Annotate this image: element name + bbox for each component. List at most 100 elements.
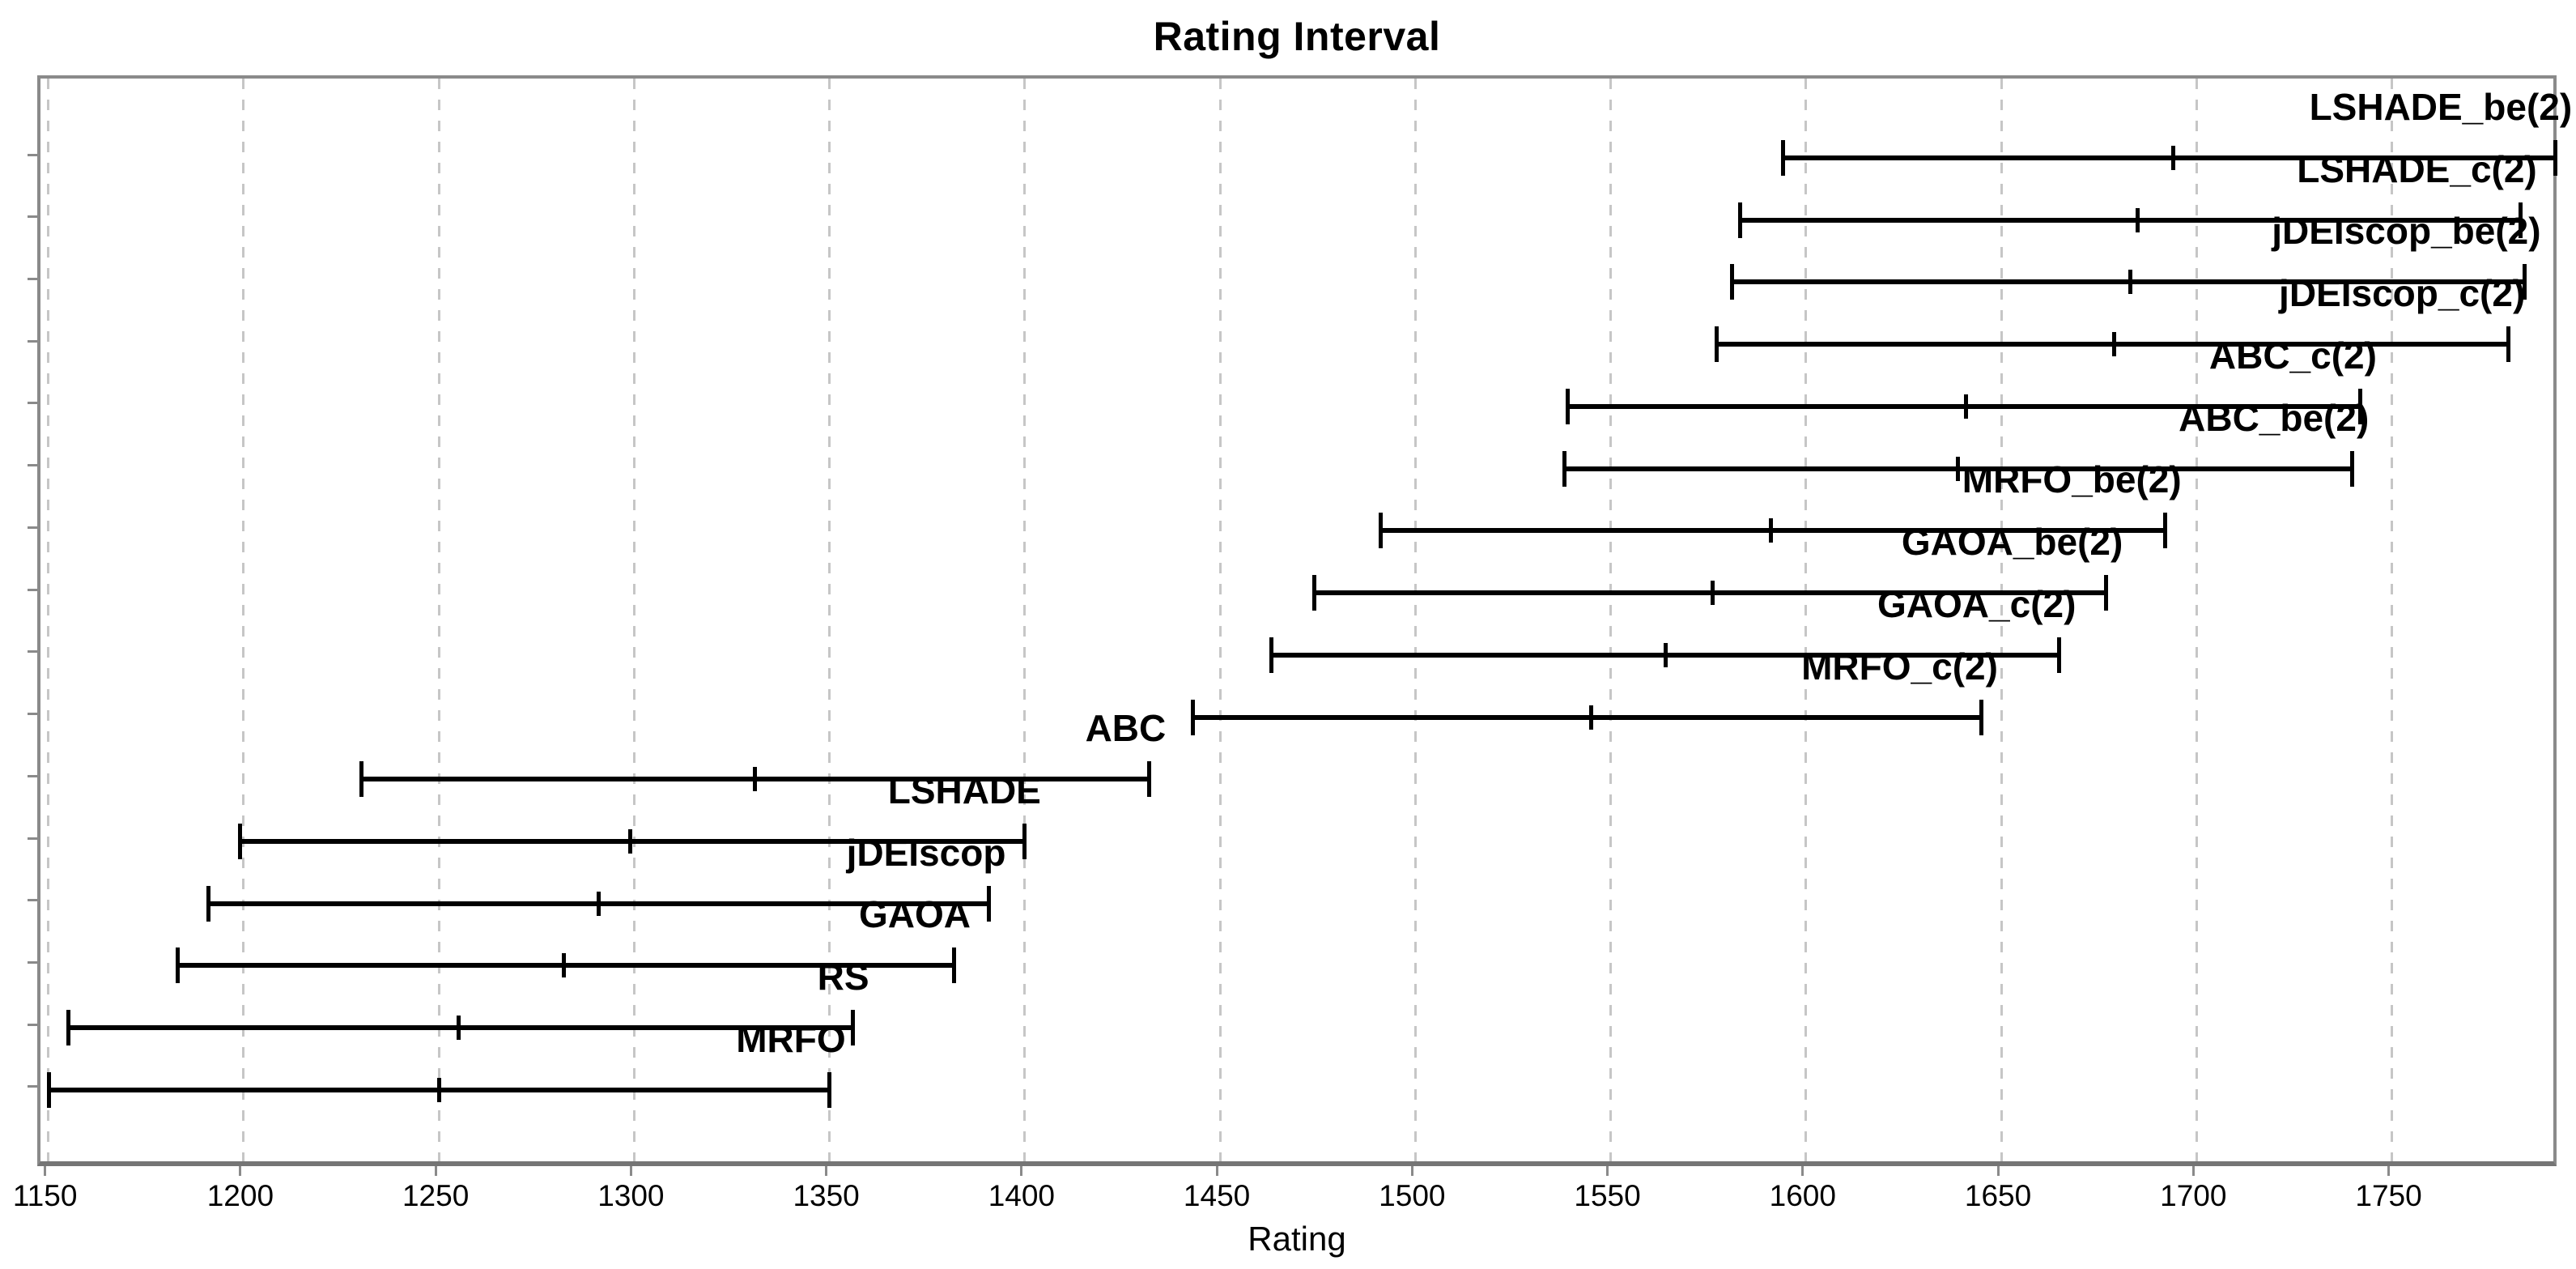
row-label: MRFO_c(2) [1801,645,1998,688]
y-tick [28,526,37,529]
x-tick-label: 1300 [597,1179,665,1212]
interval-cap-right [2553,140,2558,176]
interval-center-tick [1964,394,1969,419]
x-tick [2191,1166,2195,1176]
x-tick [44,1166,47,1176]
interval-cap-right [1979,699,1983,735]
x-tick-label: 1450 [1183,1179,1251,1212]
interval-center-tick [456,1016,461,1041]
plot-area: LSHADE_be(2) LSHADE_c(2) jDEIscop_be(2) jDE… [37,75,2572,1166]
x-tick [1020,1166,1023,1176]
interval-cap-left [1730,264,1735,300]
row-label: LSHADE_be(2) [2309,86,2573,128]
interval-cap-right [2162,513,2167,549]
interval-cap-right [2518,202,2523,238]
row-label: LSHADE_c(2) [2297,147,2537,190]
interval-cap-left [1714,326,1719,363]
row-label: jDEIscop [846,831,1006,874]
gridline [1413,79,1417,1161]
interval-cap-right [987,885,992,922]
interval-cap-right [2522,264,2527,300]
interval-center-tick [2170,146,2175,170]
interval-center-tick [562,953,567,978]
interval-center-tick [2136,207,2140,232]
interval-center-tick [2112,332,2117,357]
interval-cap-right [850,1010,855,1046]
interval-cap-left [359,761,363,798]
interval-cap-left [1566,388,1571,424]
row-label: jDEIscop_c(2) [2279,272,2526,315]
row-label: MRFO [736,1017,846,1060]
y-tick [28,1085,37,1088]
y-tick [28,899,37,902]
interval-center-tick [1768,518,1773,543]
x-tick-label: 1600 [1769,1179,1836,1212]
gridline [2391,79,2394,1161]
gridline [2000,79,2003,1161]
interval-center-tick [1588,705,1593,730]
y-tick [28,774,37,777]
x-tick [1606,1166,1609,1176]
x-tick-label: 1150 [12,1179,78,1212]
x-tick [1215,1166,1218,1176]
interval-line [1192,714,1982,720]
interval-line [1782,155,2557,160]
interval-cap-right [2350,450,2355,487]
interval-cap-left [238,824,243,860]
y-tick [28,402,37,405]
interval-cap-left [46,1071,51,1108]
interval-cap-right [2357,388,2362,424]
gridline [1023,79,1027,1161]
gridline [828,79,831,1161]
row-label: GAOA_c(2) [1877,582,2077,625]
x-tick-label: 1650 [1964,1179,2032,1212]
row-label: ABC_be(2) [2179,396,2370,439]
gridline [1609,79,1613,1161]
row-label: RS [817,956,869,999]
y-tick [28,837,37,840]
x-tick-label: 1250 [402,1179,470,1212]
interval-cap-left [66,1010,70,1046]
x-tick [239,1166,242,1176]
row-label: GAOA [859,893,971,936]
x-tick [2387,1166,2391,1176]
interval-cap-left [1737,202,1742,238]
row-label: jDEIscop_be(2) [2272,210,2541,253]
gridline [1804,79,1808,1161]
row-label: MRFO_be(2) [1962,458,2182,501]
x-tick-label: 1700 [2160,1179,2227,1212]
interval-cap-left [1191,699,1196,735]
gridline [437,79,440,1161]
interval-center-tick [753,767,758,792]
y-tick [28,215,37,219]
gridline [632,79,635,1161]
interval-center-tick [2128,270,2132,295]
gridline [242,79,245,1161]
interval-cap-left [1562,450,1566,487]
interval-line [1739,217,2521,223]
x-tick-label: 1400 [988,1179,1055,1212]
interval-center-tick [1956,456,1961,481]
x-tick-label: 1750 [2355,1179,2422,1212]
x-tick [434,1166,437,1176]
y-tick [28,588,37,591]
interval-cap-left [206,885,211,922]
interval-cap-right [1022,824,1027,860]
x-tick-label: 1350 [793,1179,860,1212]
x-axis-label: Rating [1248,1220,1346,1258]
row-label: ABC [1085,707,1167,750]
interval-cap-right [2104,575,2109,611]
x-tick-label: 1550 [1574,1179,1641,1212]
interval-cap-right [827,1071,831,1108]
y-tick [28,713,37,716]
x-tick [629,1166,632,1176]
y-tick [28,277,37,280]
row-label: LSHADE [887,769,1041,812]
interval-cap-right [952,947,956,984]
interval-center-tick [628,829,633,854]
interval-center-tick [436,1077,441,1102]
y-tick [28,650,37,654]
interval-cap-left [175,947,180,984]
y-tick [28,339,37,343]
interval-cap-left [1378,513,1383,549]
